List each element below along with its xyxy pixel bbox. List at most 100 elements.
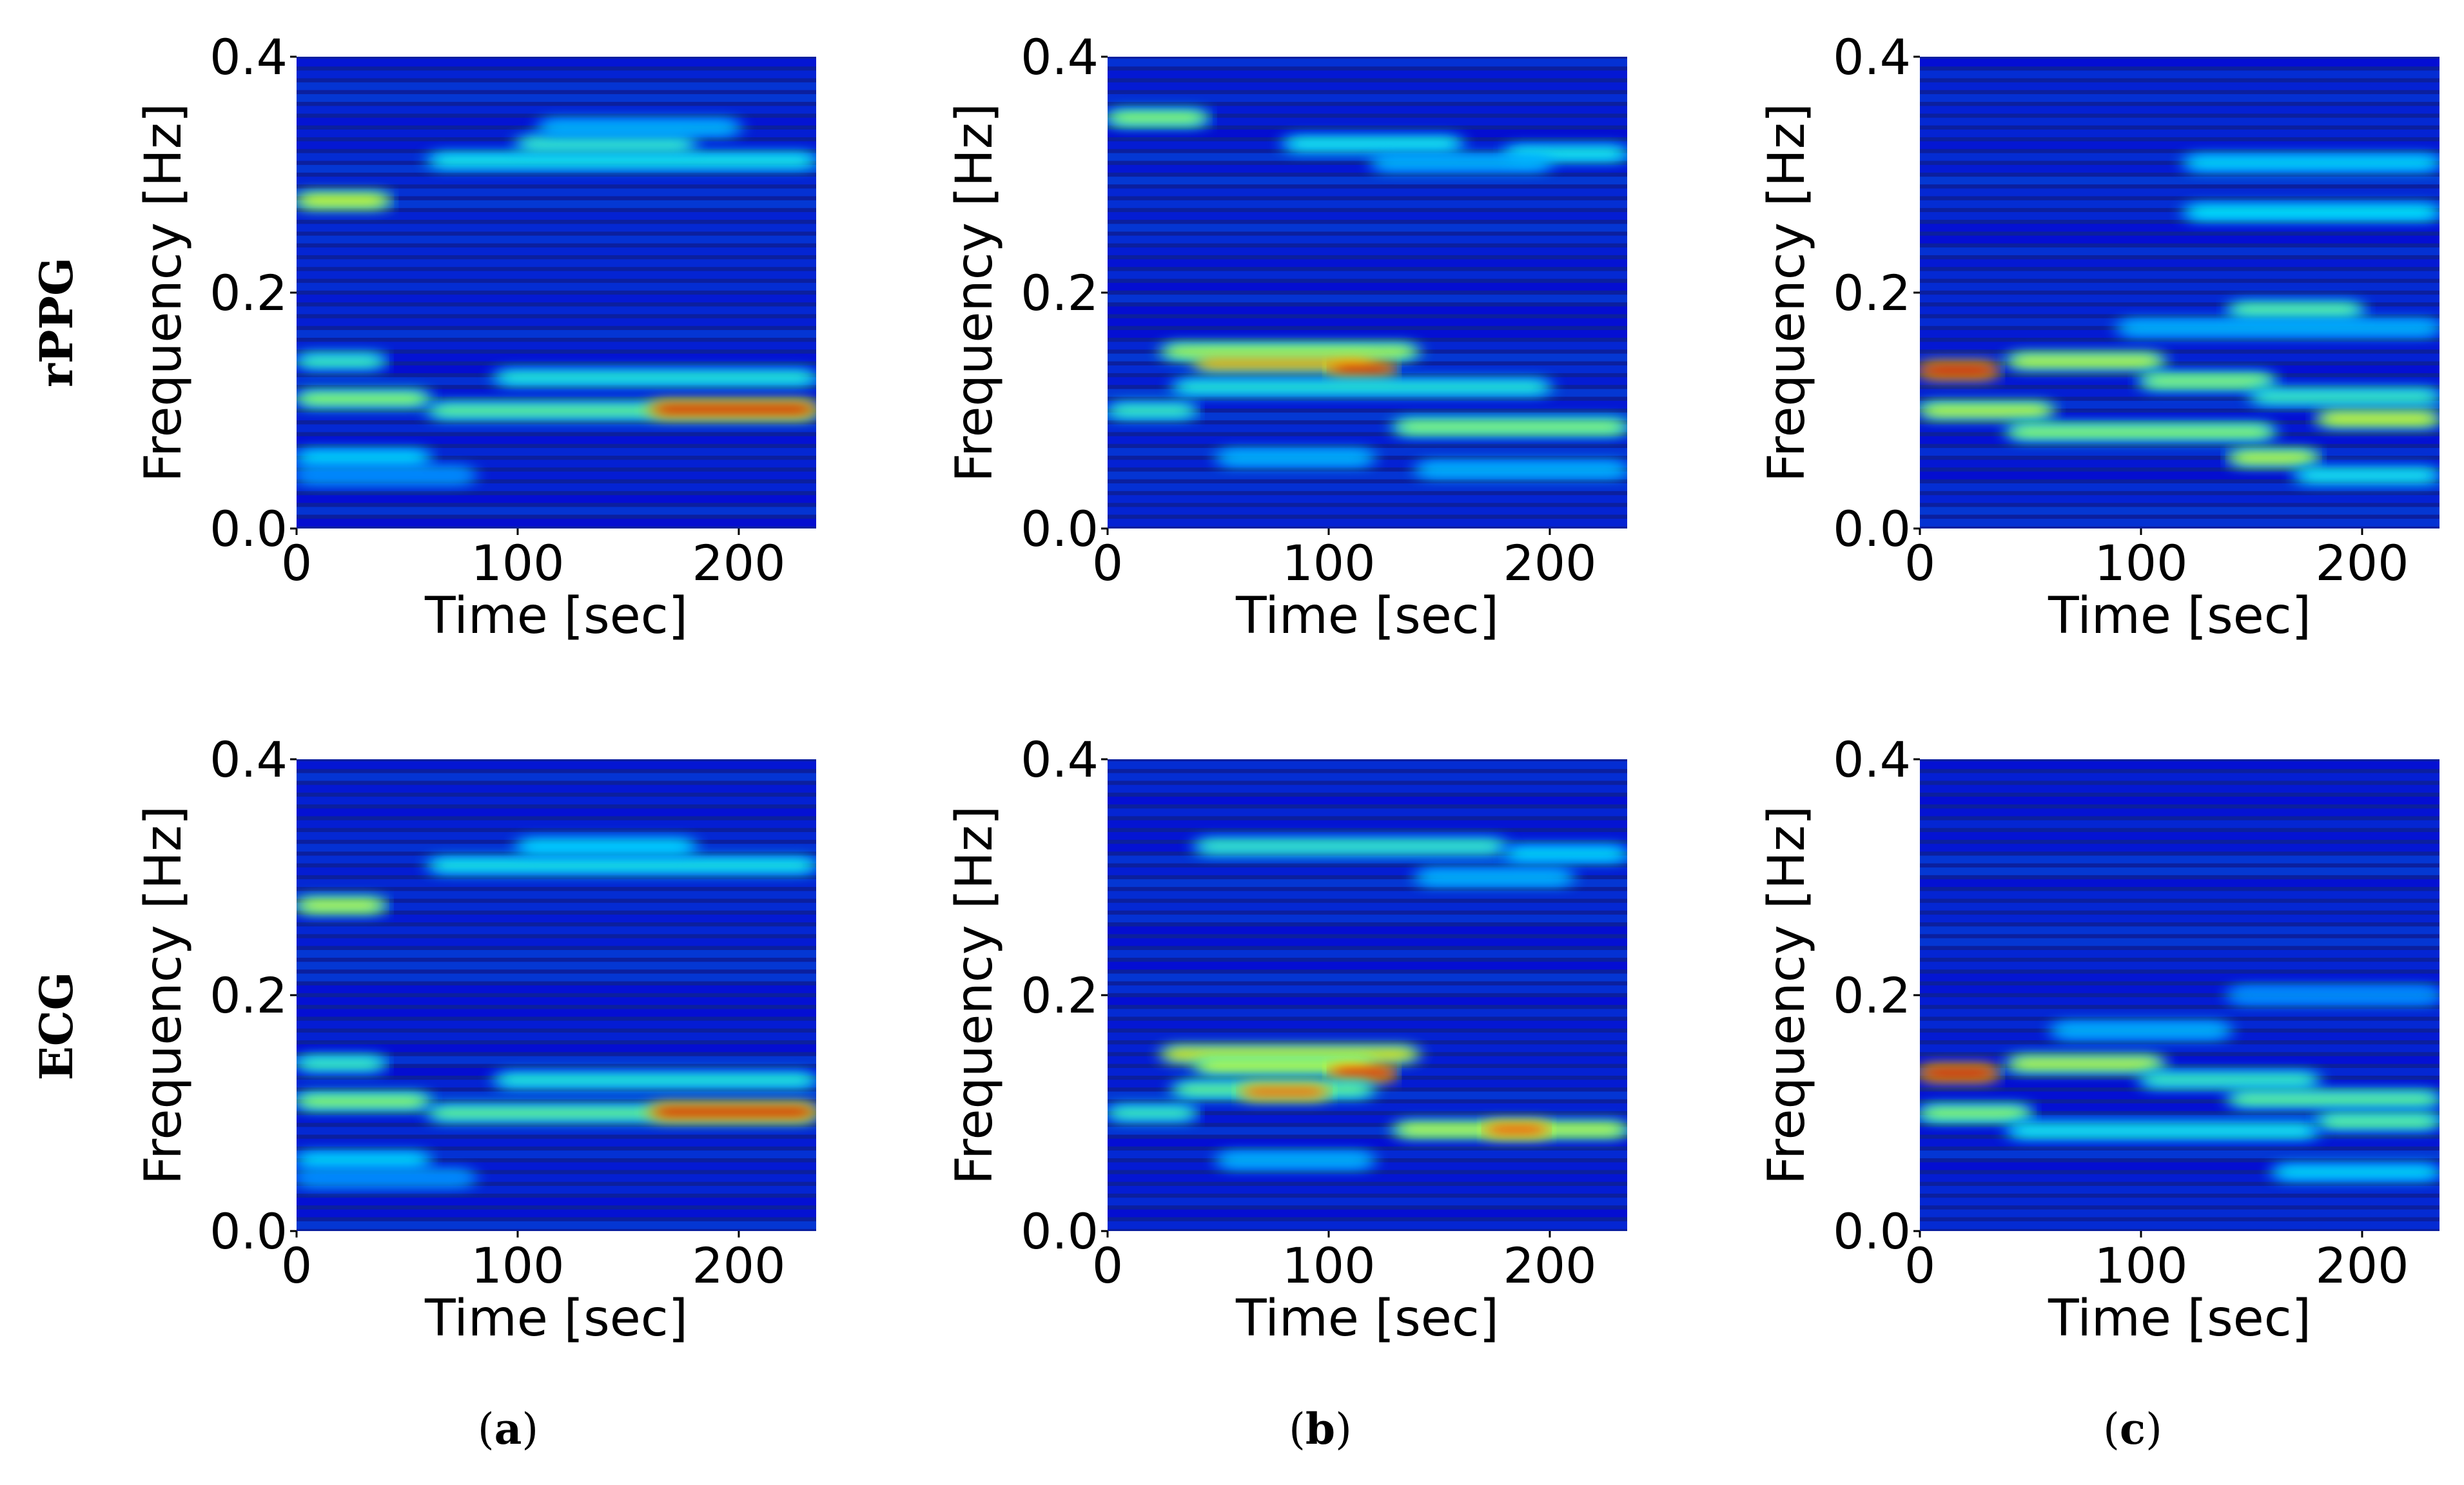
heatmap-texture-row [297, 926, 816, 935]
chart-panel-ecg-c: 0 100 200 0.0 0.2 0.4 Time [sec] Frequency [Hz] [1758, 731, 2440, 1348]
heatmap-texture-row [1108, 1033, 1627, 1041]
heatmap-texture-row [1108, 282, 1627, 291]
heatmap-texture-row [1108, 949, 1627, 958]
heatmap-band [499, 373, 812, 382]
y-tick-label: 0.4 [1833, 731, 1911, 788]
heatmap-texture-row [1920, 902, 2440, 911]
chart-panel-rppg-a: 0 100 200 0.0 0.2 0.4 Time [sec] Frequency [Hz] [135, 28, 816, 645]
y-tick-label: 0.2 [210, 264, 288, 322]
heatmap-texture-row [1920, 820, 2440, 828]
heatmap-texture-row [297, 1209, 816, 1218]
heatmap-bands [1108, 761, 1627, 1229]
heatmap-texture-row [297, 1033, 816, 1041]
heatmap-texture-row [1108, 1103, 1627, 1111]
heatmap-texture-row [297, 306, 816, 315]
heatmap-band [1421, 465, 1623, 474]
heatmap-band [2144, 376, 2270, 386]
heatmap-band [1200, 358, 1369, 368]
heatmap-texture-row [1108, 797, 1627, 805]
heatmap-texture-row [1108, 1221, 1627, 1229]
heatmap-texture-row [1108, 518, 1627, 527]
heatmap-texture-row [297, 247, 816, 255]
y-tick-label: 0.0 [1833, 1203, 1911, 1260]
heatmap-texture-row [1920, 938, 2440, 946]
x-tick-label: 0 [1904, 1237, 1935, 1294]
heatmap-texture-row [1920, 177, 2440, 185]
heatmap-texture-row [297, 271, 816, 279]
heatmap-texture-row [1108, 129, 1627, 137]
x-tick-label: 0 [1904, 534, 1935, 592]
heatmap-texture-row [297, 1127, 816, 1135]
x-axis-label: Time [sec] [424, 1290, 688, 1348]
heatmap-band [1111, 406, 1193, 415]
heatmap-texture-row [1920, 342, 2440, 350]
x-tick-label: 200 [2315, 534, 2409, 592]
x-tick-label: 200 [1503, 1237, 1596, 1294]
y-tick-label: 0.2 [1833, 967, 1911, 1024]
heatmap-texture-row [297, 495, 816, 503]
x-tick-label: 200 [2315, 1237, 2409, 1294]
x-tick-label: 0 [281, 534, 312, 592]
heatmap-texture-row [1108, 973, 1627, 982]
heatmap-band [2012, 427, 2270, 436]
heatmap-band [1222, 453, 1369, 463]
heatmap-texture-row [1108, 318, 1627, 326]
heatmap-texture-row [1920, 879, 2440, 888]
heatmap-texture-row [1108, 997, 1627, 1005]
heatmap-texture-row [1920, 1009, 2440, 1017]
heatmap-bands [297, 761, 816, 1229]
heatmap-texture-row [1108, 926, 1627, 935]
heatmap-texture-row [1108, 188, 1627, 197]
heatmap-texture-row [297, 797, 816, 805]
x-tick-label: 0 [1092, 534, 1123, 592]
heatmap-texture-row [1108, 938, 1627, 946]
y-tick-label: 0.2 [1021, 264, 1099, 322]
y-tick-label: 0.4 [1833, 28, 1911, 86]
heatmap-band [1509, 849, 1623, 859]
x-tick-label: 0 [281, 1237, 312, 1294]
heatmap-band [1924, 406, 2049, 415]
heatmap-texture-row [1920, 106, 2440, 114]
heatmap-band [2056, 1025, 2226, 1035]
heatmap-band [2012, 1059, 2160, 1069]
heatmap-texture-row [297, 879, 816, 888]
chart-panel-rppg-c: 0 100 200 0.0 0.2 0.4 Time [sec] Frequency [Hz] [1758, 28, 2440, 645]
heatmap-texture-row [1920, 773, 2440, 781]
heatmap-texture-row [1108, 400, 1627, 409]
heatmap-texture-row [1108, 1209, 1627, 1218]
y-tick-label: 0.2 [1021, 967, 1099, 1024]
heatmap-texture-row [1108, 247, 1627, 255]
heatmap-band [521, 139, 691, 149]
heatmap-texture-row [297, 177, 816, 185]
heatmap-band [1222, 1156, 1369, 1165]
heatmap-texture-row [1108, 59, 1627, 67]
heatmap-band [2233, 306, 2358, 315]
panels: 0 100 200 0.0 0.2 0.4 Time [sec] Frequency [Hz]… [135, 28, 2440, 1348]
heatmap-band [1332, 1068, 1391, 1078]
y-tick-label: 0.4 [210, 28, 288, 86]
heatmap-texture-row [1920, 141, 2440, 150]
heatmap-texture-row [1920, 483, 2440, 491]
column-label-b: (b) [1289, 1404, 1352, 1454]
heatmap-band [2189, 208, 2436, 217]
heatmap-band [521, 842, 691, 851]
heatmap-texture-row [1920, 1044, 2440, 1053]
heatmap-texture-row [1108, 94, 1627, 102]
column-label-a: (a) [478, 1404, 538, 1454]
x-axis-label: Time [sec] [2048, 1290, 2311, 1348]
heatmap-texture-row [1920, 518, 2440, 527]
heatmap-band [2144, 1075, 2314, 1085]
heatmap-texture-row [1108, 82, 1627, 90]
x-tick-label: 200 [692, 534, 785, 592]
heatmap-band [1244, 1087, 1325, 1097]
heatmap-texture-row [1108, 1185, 1627, 1194]
heatmap-texture-row [1920, 224, 2440, 232]
heatmap-texture-row [1920, 855, 2440, 864]
heatmap-texture-row [297, 973, 816, 982]
heatmap-band [2233, 991, 2436, 1000]
chart-panel-ecg-b: 0 100 200 0.0 0.2 0.4 Time [sec] Frequency [Hz] [946, 731, 1627, 1348]
y-tick-label: 0.0 [1021, 1203, 1099, 1260]
x-tick-label: 0 [1092, 1237, 1123, 1294]
heatmap-texture-row [297, 1185, 816, 1194]
heatmap-band [300, 1173, 470, 1183]
